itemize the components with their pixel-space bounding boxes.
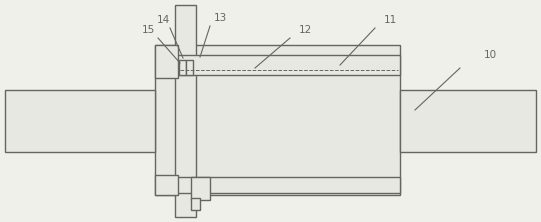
Text: 12: 12	[299, 25, 312, 35]
Text: 13: 13	[213, 13, 227, 23]
Bar	[5, 90, 155, 152]
Bar	[186, 60, 193, 75]
Bar	[191, 177, 210, 200]
Bar	[400, 90, 536, 152]
Bar	[175, 5, 196, 217]
Bar	[155, 45, 400, 195]
Bar	[175, 55, 400, 75]
Bar	[175, 177, 400, 193]
Bar	[191, 198, 200, 210]
Bar	[155, 175, 178, 195]
Text: 11: 11	[384, 15, 397, 25]
Text: 10: 10	[484, 50, 497, 60]
Text: 15: 15	[141, 25, 155, 35]
Bar	[155, 45, 178, 78]
Text: 14: 14	[156, 15, 170, 25]
Bar	[179, 60, 186, 75]
